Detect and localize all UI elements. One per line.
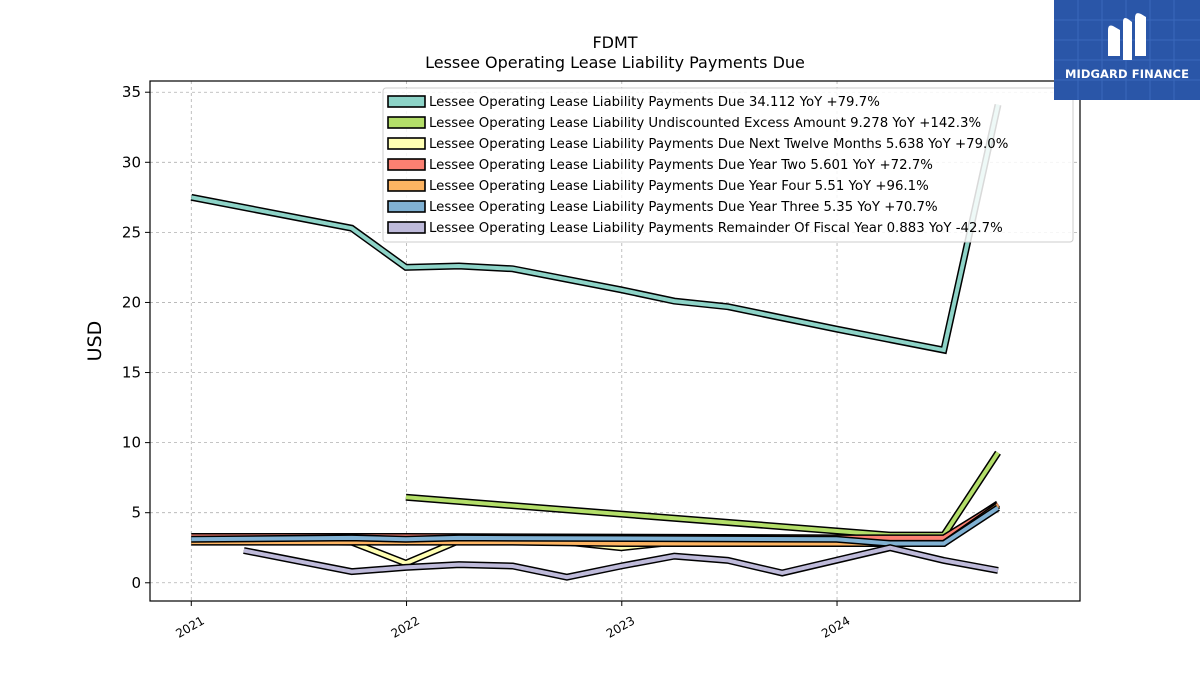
legend-swatch (387, 116, 426, 129)
midgard-finance-logo: MIDGARD FINANCE (1054, 0, 1200, 100)
x-tick-label: 2024 (819, 613, 852, 640)
logo-grid-pattern (1054, 0, 1200, 100)
legend-entry-label: Lessee Operating Lease Liability Payment… (429, 158, 933, 173)
y-axis-label: USD (84, 321, 106, 362)
plot-frame (149, 80, 1081, 602)
y-tick-label: 30 (122, 153, 141, 171)
series-line-7 (243, 544, 999, 581)
legend-entry-label: Lessee Operating Lease Liability Payment… (429, 221, 1003, 236)
legend-swatch (387, 137, 426, 150)
legend-entry-label: Lessee Operating Lease Liability Payment… (429, 179, 929, 194)
legend-entry-label: Lessee Operating Lease Liability Payment… (429, 95, 880, 110)
y-tick-label: 25 (122, 223, 141, 241)
legend-swatch (387, 158, 426, 171)
x-tick-label: 2023 (604, 613, 637, 640)
series-line-stroke (191, 506, 1000, 546)
y-tick-label: 10 (122, 434, 141, 452)
series-line-outline (405, 450, 1001, 539)
y-tick-label: 20 (122, 293, 141, 311)
logo-text: MIDGARD FINANCE (1064, 67, 1190, 81)
legend-swatch (387, 179, 426, 192)
legend-entry-label: Lessee Operating Lease Liability Payment… (429, 200, 938, 215)
legend-box (382, 87, 1074, 243)
chart-title: FDMT (592, 33, 637, 52)
legend-swatch (387, 95, 426, 108)
x-tick-label: 2022 (389, 613, 422, 640)
legend-entry-label: Lessee Operating Lease Liability Undisco… (429, 116, 981, 131)
chart-subtitle: Lessee Operating Lease Liability Payment… (425, 53, 805, 72)
legend: Lessee Operating Lease Liability Payment… (382, 87, 1074, 243)
series-line-6 (191, 504, 1000, 547)
series-line-stroke (243, 545, 999, 580)
series-line-2 (405, 450, 1001, 539)
midgard-m-icon (1108, 13, 1146, 60)
series-line-stroke (190, 104, 1000, 353)
x-tick-label: 2021 (173, 613, 206, 640)
series-line-1 (190, 103, 1002, 355)
y-tick-label: 15 (122, 364, 141, 382)
y-tick-label: 0 (131, 574, 141, 592)
legend-entry-label: Lessee Operating Lease Liability Payment… (429, 137, 1008, 152)
legend-swatch (387, 200, 426, 213)
y-tick-label: 35 (122, 83, 141, 101)
series-lines (190, 103, 1002, 581)
legend-swatch (387, 221, 426, 234)
y-tick-label: 5 (131, 504, 141, 522)
